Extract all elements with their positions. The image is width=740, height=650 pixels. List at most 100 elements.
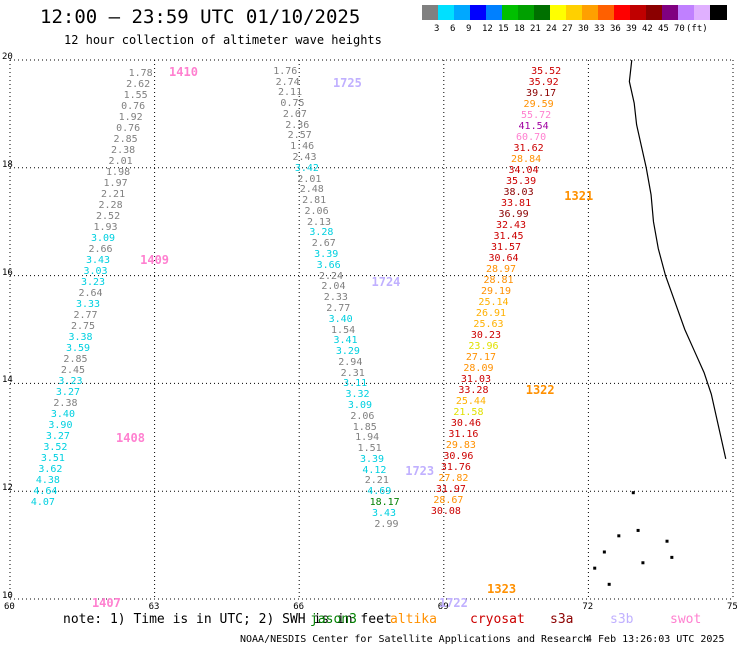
wave-height-value: 41.54 bbox=[518, 120, 549, 132]
wave-height-value: 31.62 bbox=[513, 142, 544, 154]
island-mark bbox=[636, 528, 640, 532]
wave-height-value: 35.39 bbox=[506, 175, 537, 187]
wave-height-value: 3.09 bbox=[91, 233, 116, 245]
pass-number: 1408 bbox=[116, 431, 145, 446]
wave-height-value: 1.76 bbox=[273, 65, 298, 77]
wave-height-value: 34.04 bbox=[508, 164, 539, 176]
island-mark bbox=[641, 561, 645, 565]
satellite-legend-item: jason3 bbox=[310, 612, 357, 627]
wave-height-value: 3.90 bbox=[48, 420, 73, 432]
wave-height-value: 3.62 bbox=[38, 464, 63, 476]
wave-height-value: 26.91 bbox=[475, 307, 507, 319]
color-swatch bbox=[582, 5, 599, 20]
y-tick-label: 12 bbox=[2, 483, 13, 494]
wave-height-value: 25.63 bbox=[473, 318, 504, 330]
wave-height-value: 30.08 bbox=[430, 505, 461, 517]
wave-height-value: 2.04 bbox=[321, 281, 346, 293]
color-legend-label: (ft) bbox=[686, 24, 708, 34]
wave-height-value: 2.43 bbox=[292, 152, 317, 164]
wave-height-value: 1.54 bbox=[331, 324, 356, 336]
satellite-legend-item: swot bbox=[670, 612, 702, 627]
color-legend-label: 39 bbox=[626, 24, 637, 34]
color-legend-label: 21 bbox=[530, 24, 541, 34]
pass-number: 1321 bbox=[564, 188, 594, 203]
wave-height-value: 55.72 bbox=[521, 109, 552, 121]
wave-height-value: 38.03 bbox=[503, 186, 534, 198]
wave-height-value: 0.75 bbox=[280, 98, 305, 110]
wave-height-value: 1.78 bbox=[128, 68, 153, 80]
island-mark bbox=[670, 555, 674, 559]
wave-height-value: 3.27 bbox=[45, 431, 70, 443]
color-legend-label: 27 bbox=[562, 24, 573, 34]
wave-height-value: 31.16 bbox=[448, 428, 479, 440]
wave-height-value: 3.38 bbox=[68, 332, 93, 344]
wave-height-value: 3.43 bbox=[372, 507, 397, 519]
footnote-text: note: 1) Time is in UTC; 2) SWH is in fe… bbox=[63, 612, 392, 627]
wave-height-value: 33.28 bbox=[458, 384, 489, 396]
wave-height-value: 4.38 bbox=[35, 475, 60, 487]
x-tick-label: 60 bbox=[4, 602, 15, 612]
color-legend-label: 42 bbox=[642, 24, 653, 34]
pass-number: 1723 bbox=[405, 463, 435, 478]
wave-height-value: 18.17 bbox=[369, 496, 400, 508]
wave-height-value: 4.07 bbox=[30, 497, 55, 509]
wave-height-value: 1.55 bbox=[123, 90, 148, 102]
y-tick-label: 10 bbox=[2, 591, 13, 601]
wave-height-value: 1.94 bbox=[355, 432, 380, 444]
island-mark bbox=[631, 491, 635, 495]
wave-height-value: 31.03 bbox=[460, 373, 491, 385]
wave-height-value: 31.76 bbox=[440, 461, 471, 473]
wave-height-value: 2.66 bbox=[88, 244, 113, 256]
wave-height-value: 3.39 bbox=[359, 453, 385, 465]
island-mark bbox=[602, 550, 606, 554]
wave-height-value: 2.75 bbox=[70, 321, 96, 333]
wave-height-value: 2.81 bbox=[302, 195, 327, 207]
wave-height-value: 28.09 bbox=[463, 362, 494, 374]
wave-height-value: 2.77 bbox=[326, 302, 351, 314]
wave-height-value: 3.66 bbox=[316, 259, 341, 271]
wave-height-value: 2.01 bbox=[297, 173, 322, 185]
wave-height-value: 31.57 bbox=[490, 241, 522, 253]
wave-height-value: 28.97 bbox=[485, 263, 517, 275]
wave-height-value: 3.52 bbox=[43, 442, 68, 454]
color-swatch bbox=[694, 5, 711, 20]
color-swatch bbox=[518, 5, 535, 20]
wave-height-value: 30.96 bbox=[443, 450, 474, 462]
wave-height-value: 2.99 bbox=[374, 518, 399, 530]
wave-height-value: 3.40 bbox=[50, 409, 75, 421]
wave-height-value: 28.81 bbox=[483, 274, 514, 286]
wave-height-value: 2.13 bbox=[306, 216, 332, 228]
wave-height-value: 2.48 bbox=[299, 184, 324, 196]
wave-height-value: 3.51 bbox=[40, 453, 65, 465]
pass-number: 1410 bbox=[169, 64, 198, 79]
color-legend-label: 18 bbox=[514, 24, 525, 34]
color-legend-label: 15 bbox=[498, 24, 509, 34]
wave-height-value: 3.27 bbox=[55, 387, 80, 399]
wave-height-value: 1.51 bbox=[357, 443, 382, 455]
color-legend-label: 6 bbox=[450, 24, 456, 34]
wave-height-value: 0.76 bbox=[116, 123, 141, 135]
wave-height-value: 2.45 bbox=[60, 365, 86, 377]
wave-height-value: 3.23 bbox=[80, 277, 106, 289]
wave-height-value: 2.31 bbox=[340, 367, 365, 379]
pass-number: 1323 bbox=[487, 582, 517, 597]
wave-height-value: 4.69 bbox=[367, 486, 392, 498]
island-mark bbox=[607, 582, 611, 586]
color-swatch bbox=[422, 5, 439, 20]
pass-number: 1724 bbox=[371, 274, 401, 289]
wave-height-value: 60.70 bbox=[516, 131, 547, 143]
wave-height-value: 2.67 bbox=[311, 238, 336, 250]
y-tick-label: 14 bbox=[2, 375, 13, 386]
wave-height-value: 2.74 bbox=[275, 76, 300, 88]
wave-height-value: 2.64 bbox=[78, 288, 103, 300]
wave-height-value: 3.39 bbox=[314, 249, 339, 261]
wave-height-value: 2.94 bbox=[338, 356, 363, 368]
pass-number: 1409 bbox=[140, 253, 170, 268]
wave-height-value: 23.96 bbox=[468, 340, 499, 352]
wave-height-value: 1.93 bbox=[93, 222, 118, 234]
color-legend-label: 36 bbox=[610, 24, 621, 34]
wave-height-value: 30.64 bbox=[488, 252, 519, 264]
wave-height-value: 2.07 bbox=[282, 108, 307, 120]
wave-height-value: 4.64 bbox=[33, 486, 58, 498]
